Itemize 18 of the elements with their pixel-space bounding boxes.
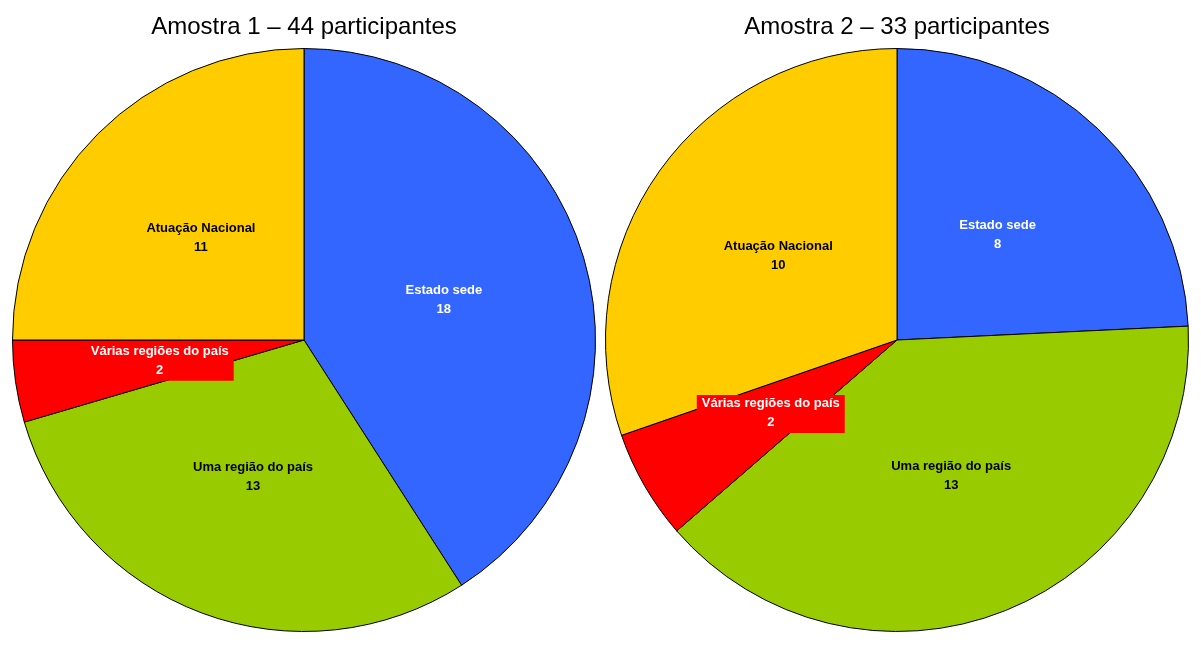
data-label: 2 <box>767 414 775 430</box>
chart-title: Amostra 2 – 33 participantes <box>744 11 1050 41</box>
data-label: 2 <box>156 362 164 378</box>
data-label: 10 <box>771 257 786 273</box>
data-label: 18 <box>436 300 452 316</box>
slice-label: Atuação Nacional <box>723 238 833 254</box>
slice-label: Atuação Nacional <box>146 219 256 235</box>
slice-label: Estado sede <box>405 281 483 297</box>
slice-label: Várias regiões do país <box>701 395 840 411</box>
slice-label: Uma região do país <box>891 457 1012 473</box>
slice-label: Várias regiões do país <box>90 343 229 359</box>
data-label: 11 <box>194 238 208 254</box>
slice-label: Uma região do país <box>193 459 314 475</box>
slice-label: Estado sede <box>959 217 1036 233</box>
data-label: 13 <box>943 476 959 492</box>
data-label: 8 <box>993 236 1002 252</box>
data-label: 13 <box>245 478 261 494</box>
chart-title: Amostra 1 – 44 participantes <box>151 11 457 41</box>
